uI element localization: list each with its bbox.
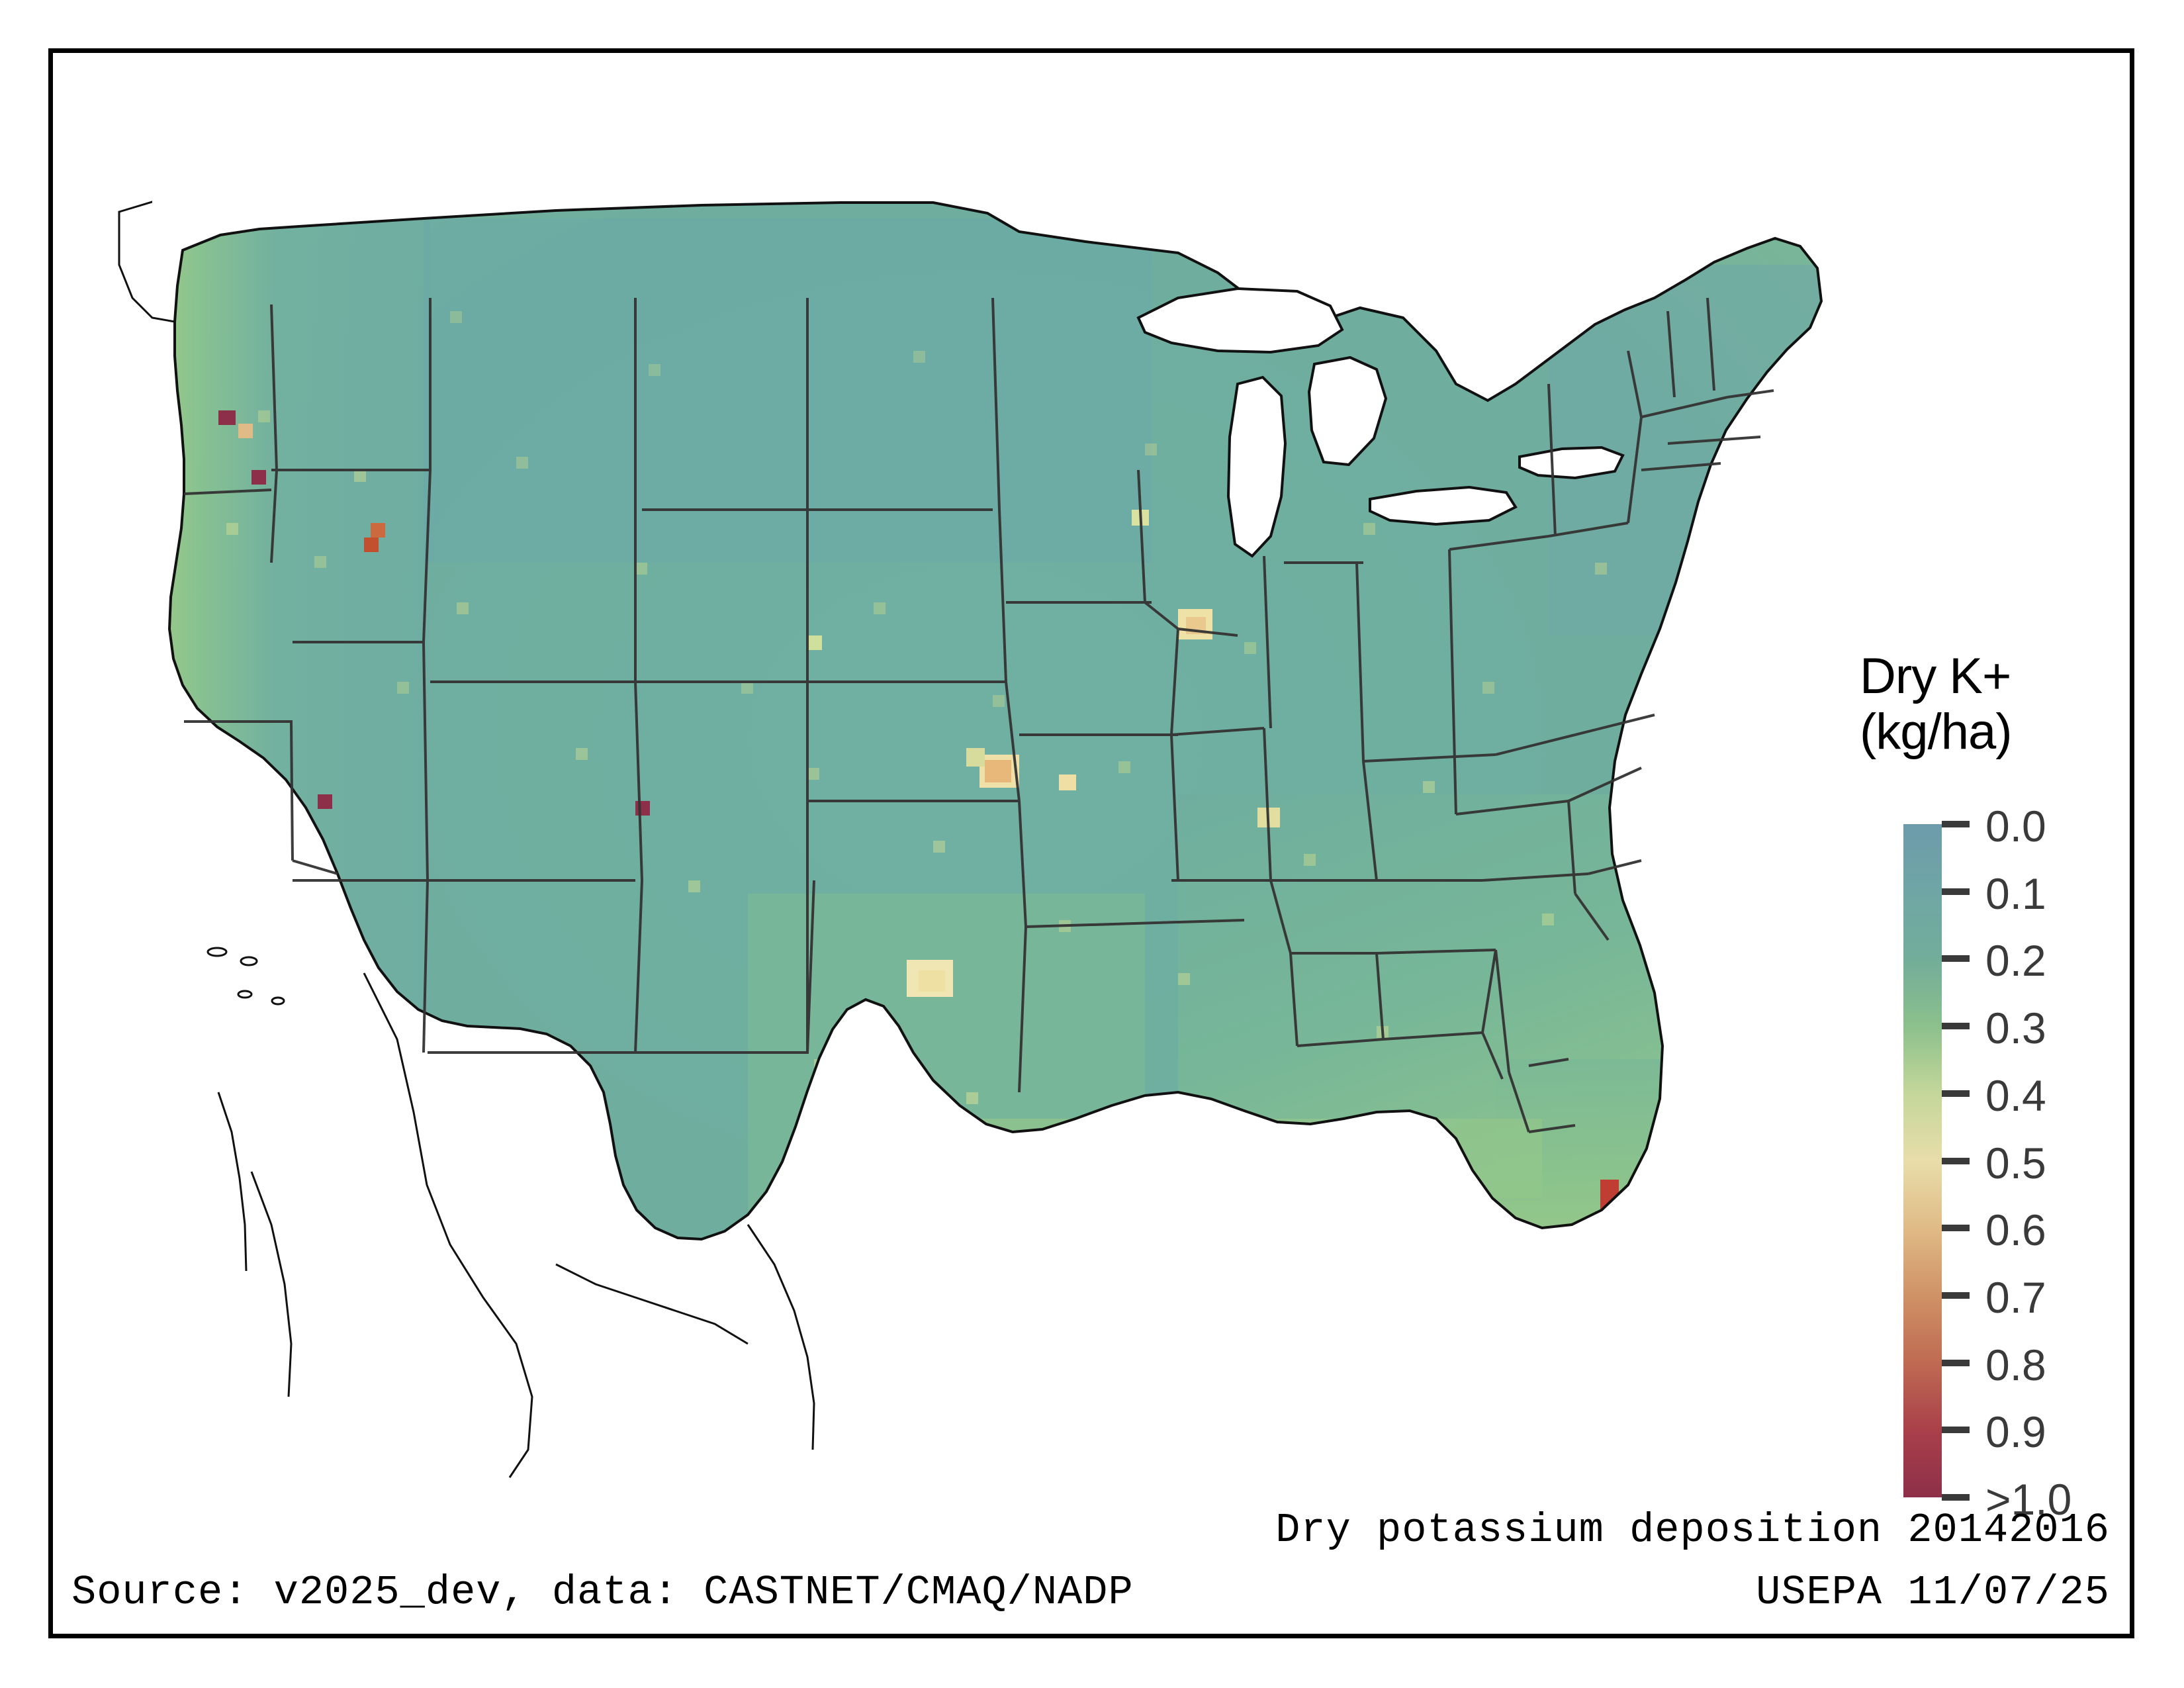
colorbar-tick-label: >1.0 — [1985, 1475, 2072, 1524]
colorbar-tick-mark — [1942, 1023, 1970, 1030]
figure-frame: Dry K+ (kg/ha) 0.0 0.1 0.2 0.3 0.4 0.5 0.6 0.7 0… — [48, 48, 2134, 1638]
colorbar-tick-label: 0.6 — [1985, 1205, 2046, 1255]
colorbar-tick-mark — [1942, 955, 1970, 962]
colorbar-tick-mark — [1942, 1090, 1970, 1097]
colorbar-tick-label: 0.4 — [1985, 1070, 2046, 1120]
colorbar-title: Dry K+ (kg/ha) — [1860, 649, 2144, 760]
colorbar-tick-label: 0.9 — [1985, 1407, 2046, 1457]
colorbar-tick-mark — [1942, 888, 1970, 895]
colorbar-tick-label: 0.3 — [1985, 1004, 2046, 1053]
colorbar-tick-mark — [1942, 821, 1970, 827]
colorbar-tick-label: 0.8 — [1985, 1340, 2046, 1389]
colorbar-tick-label: 0.0 — [1985, 802, 2046, 851]
raster-speckle — [226, 311, 1607, 1104]
colorbar-tick-label: 0.5 — [1985, 1138, 2046, 1188]
colorbar-wrapper: 0.0 0.1 0.2 0.3 0.4 0.5 0.6 0.7 0.8 0.9 >1.0 — [1903, 802, 2142, 1524]
colorbar-tick-label: 0.7 — [1985, 1272, 2046, 1322]
colorbar-tick-mark — [1942, 1494, 1970, 1501]
colorbar-tick-mark — [1942, 1427, 1970, 1434]
colorbar-tick-label: 0.1 — [1985, 868, 2046, 918]
colorbar-tick-mark — [1942, 1291, 1970, 1299]
colorbar-tick-group: 0.0 0.1 0.2 0.3 0.4 0.5 0.6 0.7 0.8 0.9 >1.0 — [1942, 802, 2140, 1524]
colorbar-title-line1: Dry K+ — [1860, 648, 2011, 704]
colorbar-tick-mark — [1942, 1157, 1970, 1164]
deposition-map — [53, 99, 1899, 1523]
colorbar-title-line2: (kg/ha) — [1860, 704, 2013, 760]
colorbar-tick-label: 0.2 — [1985, 936, 2046, 986]
agency-line: USEPA 11/07/25 — [1756, 1569, 2110, 1616]
colorbar-tick-mark — [1942, 1225, 1970, 1232]
figure-subtitle: Dry potassium deposition 20142016 — [1275, 1507, 2110, 1554]
source-line: Source: v2025_dev, data: CASTNET/CMAQ/NA… — [71, 1569, 1134, 1616]
colorbar-gradient — [1903, 824, 1942, 1497]
colorbar-tick-mark — [1942, 1359, 1970, 1366]
mexico-outline — [217, 960, 815, 1483]
great-lakes — [1136, 287, 1625, 558]
colorbar-legend: Dry K+ (kg/ha) 0.0 0.1 0.2 0.3 0.4 0.5 0.6 0.7 0… — [1840, 649, 2151, 1595]
map-svg — [53, 99, 1899, 1523]
state-boundaries — [183, 297, 1774, 1133]
offshore-islands — [206, 947, 285, 1006]
conus-coastline — [167, 201, 1823, 1241]
